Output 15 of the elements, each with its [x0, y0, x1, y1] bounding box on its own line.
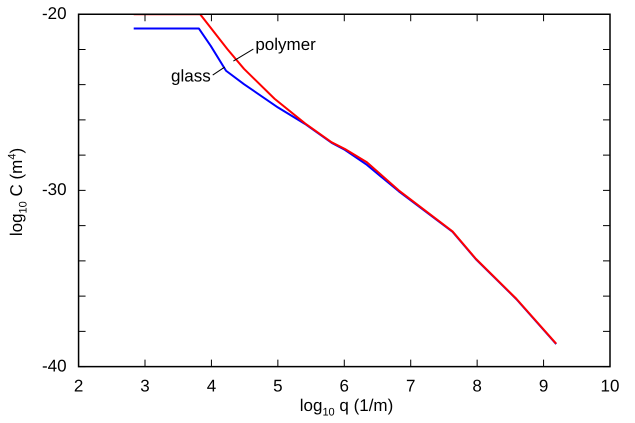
x-axis-title: log$_{10}$ q (1/m): [298, 396, 394, 418]
x-tick-label: 3: [140, 376, 150, 396]
x-tick-label: 6: [340, 376, 350, 396]
annotation: glass: [171, 66, 211, 86]
y-tick-label: -30: [42, 180, 67, 200]
x-tick-label: 9: [538, 376, 548, 396]
x-tick-label: 4: [206, 376, 216, 396]
x-tick-label: 5: [273, 376, 283, 396]
x-tick-label: 10: [600, 376, 620, 396]
x-tick-label: 7: [406, 376, 416, 396]
x-tick-label: 8: [472, 376, 482, 396]
y-tick-label: -40: [42, 356, 67, 376]
annotation: polymer: [255, 34, 316, 54]
x-tick-label: 2: [74, 376, 84, 396]
y-tick-label: -20: [42, 4, 67, 23]
